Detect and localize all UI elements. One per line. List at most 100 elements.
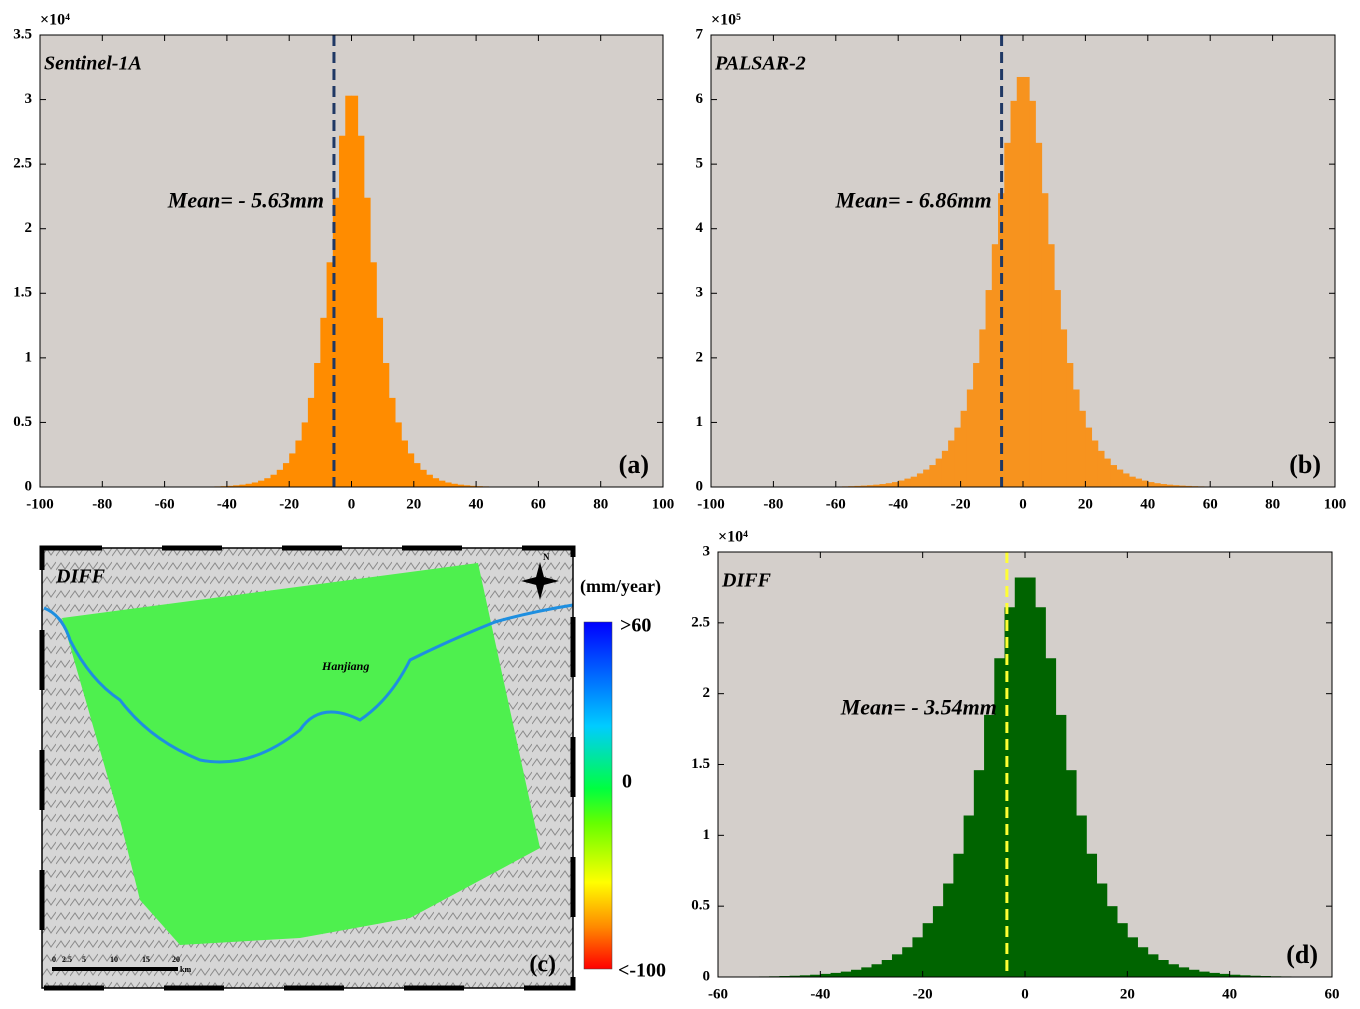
- bar: [1110, 465, 1117, 487]
- y-tick-label: 1.5: [691, 756, 710, 772]
- bar: [974, 770, 985, 977]
- x-tick-label: -80: [92, 496, 112, 512]
- bar: [1135, 479, 1142, 487]
- y-multiplier: ×10⁵: [711, 12, 741, 29]
- x-tick-label: 80: [593, 496, 608, 512]
- bar: [961, 411, 968, 487]
- scale-label: 0: [52, 955, 56, 964]
- bar: [1209, 973, 1220, 977]
- bar: [1045, 658, 1056, 977]
- bar: [912, 937, 923, 977]
- bar: [271, 475, 278, 487]
- bar: [1056, 715, 1067, 977]
- x-tick-label: -80: [763, 496, 783, 512]
- bar: [1117, 470, 1124, 487]
- bar: [892, 954, 903, 977]
- y-tick-label: 2: [696, 349, 704, 365]
- y-tick-label: 1.5: [13, 285, 32, 301]
- y-tick-label: 5: [696, 156, 704, 172]
- bar: [886, 483, 893, 487]
- y-tick-label: 6: [696, 91, 704, 107]
- y-tick-label: 0.5: [691, 898, 710, 914]
- bar: [1076, 816, 1087, 978]
- colorbar-label: >60: [620, 615, 651, 637]
- panel-label: (b): [1289, 450, 1321, 479]
- bar: [1042, 193, 1049, 487]
- y-tick-label: 0: [25, 478, 33, 494]
- bar: [1073, 389, 1080, 487]
- x-tick-label: 80: [1265, 496, 1280, 512]
- bar: [1017, 77, 1024, 487]
- bar: [936, 459, 943, 487]
- bar: [973, 363, 980, 487]
- y-tick-label: 0.5: [13, 414, 32, 430]
- bar: [1107, 906, 1118, 977]
- bar: [851, 970, 862, 977]
- x-tick-label: -60: [708, 986, 728, 1002]
- x-tick-label: 0: [348, 496, 356, 512]
- y-tick-label: 3: [703, 543, 711, 559]
- scale-label: 5: [82, 955, 86, 964]
- figure: Hanjiang DIFF (c) N 0 2.5 5 10 15 20 km …: [0, 0, 1360, 1009]
- x-tick-label: 20: [1078, 496, 1093, 512]
- bar: [376, 318, 383, 487]
- colorbar-label: 0: [622, 771, 632, 793]
- bar: [1035, 607, 1046, 977]
- x-tick-label: -20: [913, 986, 933, 1002]
- bar: [943, 884, 954, 978]
- bar: [1086, 854, 1097, 977]
- bar: [1097, 884, 1108, 978]
- bar: [979, 329, 986, 487]
- bar: [1035, 143, 1042, 487]
- bar: [1015, 578, 1026, 978]
- bar: [258, 481, 265, 487]
- bar: [352, 96, 359, 487]
- x-tick-label: -40: [217, 496, 237, 512]
- x-tick-label: -20: [951, 496, 971, 512]
- bar: [1066, 770, 1077, 977]
- bar: [872, 964, 883, 977]
- y-tick-label: 7: [696, 26, 704, 42]
- x-tick-label: -60: [155, 496, 175, 512]
- bar: [1168, 964, 1179, 977]
- bar: [383, 363, 390, 487]
- bar: [1048, 244, 1055, 487]
- bar: [1179, 967, 1190, 977]
- bar: [370, 262, 377, 487]
- bar: [1023, 77, 1030, 487]
- bar: [986, 290, 993, 487]
- x-tick-label: -20: [279, 496, 299, 512]
- bar: [1025, 578, 1036, 978]
- bar: [320, 318, 327, 487]
- panel-label: (d): [1286, 940, 1318, 969]
- bar: [295, 441, 302, 487]
- x-tick-label: 20: [1120, 986, 1135, 1002]
- bar: [1011, 101, 1018, 487]
- y-tick-label: 1: [703, 827, 711, 843]
- bar: [277, 470, 284, 487]
- bar: [1067, 363, 1074, 487]
- x-tick-label: -100: [26, 496, 54, 512]
- bar: [264, 478, 271, 487]
- bar: [345, 96, 352, 487]
- colorbar-title: (mm/year): [580, 576, 661, 597]
- bar: [917, 473, 924, 487]
- bar: [904, 479, 911, 487]
- y-tick-label: 2.5: [691, 614, 710, 630]
- bar: [289, 453, 296, 487]
- page: {"chart_data": [ {"type": "histogram", "…: [0, 0, 1360, 1009]
- bar: [984, 715, 995, 977]
- x-tick-label: -40: [888, 496, 908, 512]
- bar: [1123, 473, 1130, 487]
- river-label: Hanjiang: [321, 659, 369, 673]
- colorbar-label: <-100: [618, 960, 666, 982]
- bar: [401, 441, 408, 487]
- bar: [953, 854, 964, 977]
- bar: [923, 923, 934, 977]
- bar: [929, 465, 936, 487]
- x-tick-label: 40: [1140, 496, 1155, 512]
- y-tick-label: 4: [696, 220, 704, 236]
- bar: [1060, 329, 1067, 487]
- bar: [898, 481, 905, 487]
- bar: [892, 482, 899, 487]
